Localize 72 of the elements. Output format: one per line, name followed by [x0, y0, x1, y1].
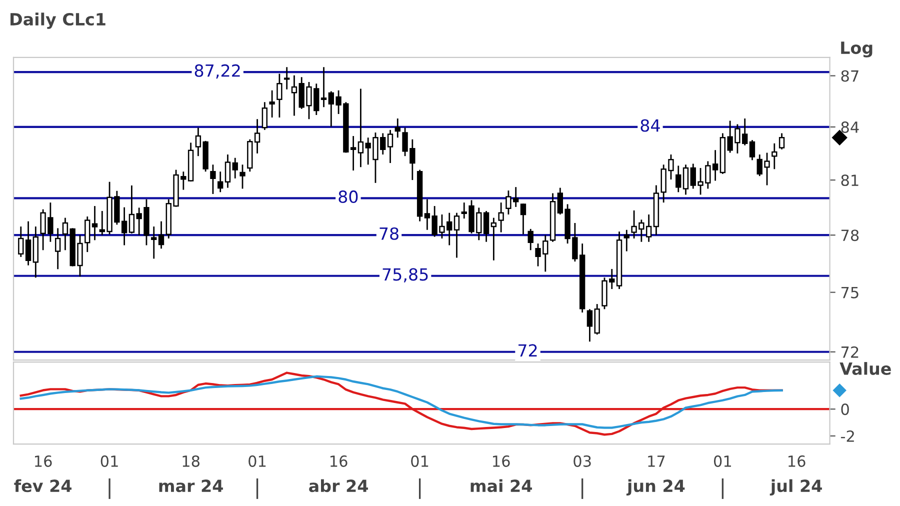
candlestick	[232, 157, 238, 180]
candlestick	[276, 73, 282, 118]
y-tick-label: 75	[841, 286, 858, 298]
candlestick	[62, 217, 68, 251]
y-tick-label: 81	[841, 174, 858, 186]
candlestick	[218, 170, 224, 193]
candlestick	[594, 303, 600, 336]
candlestick	[320, 66, 327, 108]
x-tick-label: 16	[493, 455, 510, 467]
y-tick-label: 78	[841, 230, 859, 242]
candlestick	[210, 164, 216, 195]
candlestick	[778, 132, 785, 150]
text: mai 24	[470, 479, 532, 492]
candlestick	[84, 216, 90, 253]
ref-line-label: 78	[380, 227, 398, 240]
candlestick	[586, 308, 593, 342]
y-axis-title: Log	[841, 42, 872, 58]
y-tick-label: 84	[841, 121, 859, 133]
candlestick	[224, 154, 231, 188]
candlestick	[54, 228, 61, 270]
candlestick	[387, 129, 394, 164]
y-tick-label: 87	[841, 70, 858, 82]
text: fev 24	[14, 479, 72, 492]
candlestick	[240, 164, 246, 190]
ref-line-label: 72	[518, 344, 537, 356]
candlestick	[25, 220, 32, 266]
x-tick-label: 01	[411, 455, 428, 467]
ref-line-label: 80	[338, 190, 358, 203]
x-tick-label: 01	[714, 455, 731, 467]
ref-line-label: 75,85	[382, 268, 428, 282]
candlestick	[498, 202, 504, 233]
x-tick-label: 01	[248, 455, 266, 467]
candlestick	[18, 226, 24, 258]
chart-title: Daily CLc1	[10, 12, 106, 29]
text: mar 24	[159, 480, 223, 492]
x-tick-label: 16	[788, 455, 806, 467]
candlestick	[454, 212, 460, 258]
y-tick-label: 0	[841, 404, 849, 416]
candlestick	[676, 164, 682, 193]
candlestick	[151, 226, 157, 260]
text: abr 24	[309, 479, 368, 492]
candlestick	[284, 66, 290, 90]
x-tick-label: 01	[100, 455, 118, 467]
candlestick	[158, 220, 164, 250]
text: jul 24	[770, 479, 822, 496]
candlestick	[358, 88, 364, 168]
y-tick-label: -2	[840, 430, 854, 442]
candlestick	[92, 205, 98, 241]
candlestick	[624, 229, 630, 252]
candlestick	[749, 139, 756, 161]
candlestick	[682, 164, 689, 196]
x-tick-label: 03	[574, 455, 591, 467]
candlestick	[291, 74, 298, 116]
y-tick-label: 72	[841, 346, 858, 358]
candlestick	[528, 228, 534, 251]
x-tick-label: 16	[35, 455, 52, 467]
candlestick	[269, 90, 275, 118]
line-series	[20, 375, 783, 429]
candlestick	[520, 202, 526, 236]
x-tick-label: 17	[648, 456, 665, 467]
candlestick	[262, 101, 268, 131]
x-tick-label: 16	[330, 455, 348, 467]
candlestick	[483, 210, 490, 243]
y-axis-title: Value	[840, 362, 891, 375]
x-tick-label: 18	[182, 455, 200, 467]
ref-line-label: 84	[640, 119, 660, 132]
candlestick	[394, 118, 400, 138]
candlestick	[254, 118, 260, 154]
text: jun 24	[626, 479, 685, 496]
candlestick	[772, 142, 778, 170]
candlestick	[490, 217, 497, 262]
ref-line-label: 87,22	[194, 64, 240, 79]
